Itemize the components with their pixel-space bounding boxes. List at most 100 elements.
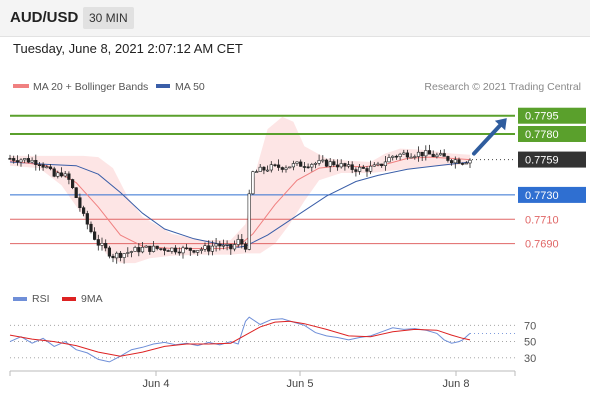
candle-body [243,243,248,250]
last-price-tag [518,151,586,168]
candle-body [416,151,421,157]
legend-swatch-rsi-ma [62,297,76,301]
candle-body [166,250,170,252]
candle-body [368,165,373,172]
candle-body [71,179,75,188]
candle-body [380,163,384,167]
candle-body [115,252,119,259]
candle-body [438,153,443,156]
candle-body [332,161,336,166]
resistance-label: 0.7780 [525,129,559,141]
candle-body [140,247,145,253]
candle-body [89,223,93,233]
candle-body [457,159,461,164]
candle-body [30,160,34,163]
copyright-text: Research © 2021 Trading Central [424,81,581,93]
candle-body [442,153,446,157]
candle-body [82,207,86,214]
candle-body [214,243,218,247]
candle-body [310,164,314,168]
candle-body [144,245,148,248]
candle-body [210,245,215,252]
candle-body [107,247,111,257]
candle-body [63,173,67,177]
candle-body [335,164,340,168]
candle-body [177,251,181,254]
candle-body [19,159,23,163]
legend-label-rsi-ma: 9MA [81,293,103,305]
legend-label-rsi: RSI [32,293,50,305]
candle-body [151,245,156,252]
candle-body [383,161,388,166]
candle-body [402,152,406,155]
candle-body [453,159,457,164]
x-tick-label: Jun 8 [443,378,470,390]
candle-body [93,231,97,240]
candle-body [247,193,251,250]
candle-body [262,166,266,171]
candle-body [387,157,391,163]
candle-body [203,245,207,250]
candle-body [449,160,454,164]
candle-body [255,171,259,173]
candle-body [391,155,395,158]
candle-body [427,150,432,155]
candle-body [100,243,104,246]
candle-body [185,247,189,250]
candle-body [431,153,435,157]
candle-body [232,244,237,250]
x-tick-label: Jun 4 [143,378,170,390]
price-panel: 0.7795 0.7780 0.7759 0.7730 0.7710 0.7690 [8,107,586,264]
candle-body [163,248,167,251]
candle-body [12,158,16,161]
candle-body [354,169,358,172]
candle-body [137,247,141,253]
candle-body [85,213,89,225]
candle-body [67,173,71,180]
candle-body [122,253,126,258]
candle-body [446,156,450,161]
candle-body [284,167,288,170]
candle-body [291,163,296,168]
candle-body [129,251,134,253]
legend-label-ma50: MA 50 [175,81,205,93]
candle-body [324,159,329,167]
candle-body [376,163,380,166]
resistance-label: 0.7795 [525,111,559,123]
pivot-label: 0.7730 [525,190,559,202]
candle-body [398,153,402,157]
candle-body [126,252,130,254]
support-label: 0.7690 [525,239,559,251]
candle-body [96,239,100,246]
candle-body [240,239,244,245]
timestamp: Tuesday, June 8, 2021 2:07:12 AM CET [13,41,243,56]
candles [8,144,472,264]
candle-body [280,167,284,170]
resistance-tag [518,107,586,124]
candle-body [313,163,318,165]
candle-body [199,249,204,251]
rsi-tick-label: 50 [524,337,536,349]
rsi-ma-line [9,320,471,357]
candle-body [225,244,229,246]
legend-swatch-ma20 [13,84,29,88]
candle-body [221,244,226,247]
candle-body [41,164,45,168]
candle-body [265,169,270,172]
rsi-panel: 70 50 30 [9,316,536,365]
timeframe-button[interactable]: 30 MIN [83,7,134,29]
candle-body [78,197,82,208]
support-label: 0.7710 [525,214,559,226]
candle-body [48,166,53,170]
candle-body [133,247,137,252]
candle-body [251,171,255,195]
candle-body [435,154,439,158]
chart-header: AUD/USD 30 MIN [0,0,590,37]
rsi-line [9,316,471,363]
candle-body [269,164,273,171]
candle-body [343,163,347,167]
candle-body [409,156,413,159]
candle-body [302,166,307,168]
candle-body [118,252,122,258]
candle-body [8,158,12,160]
